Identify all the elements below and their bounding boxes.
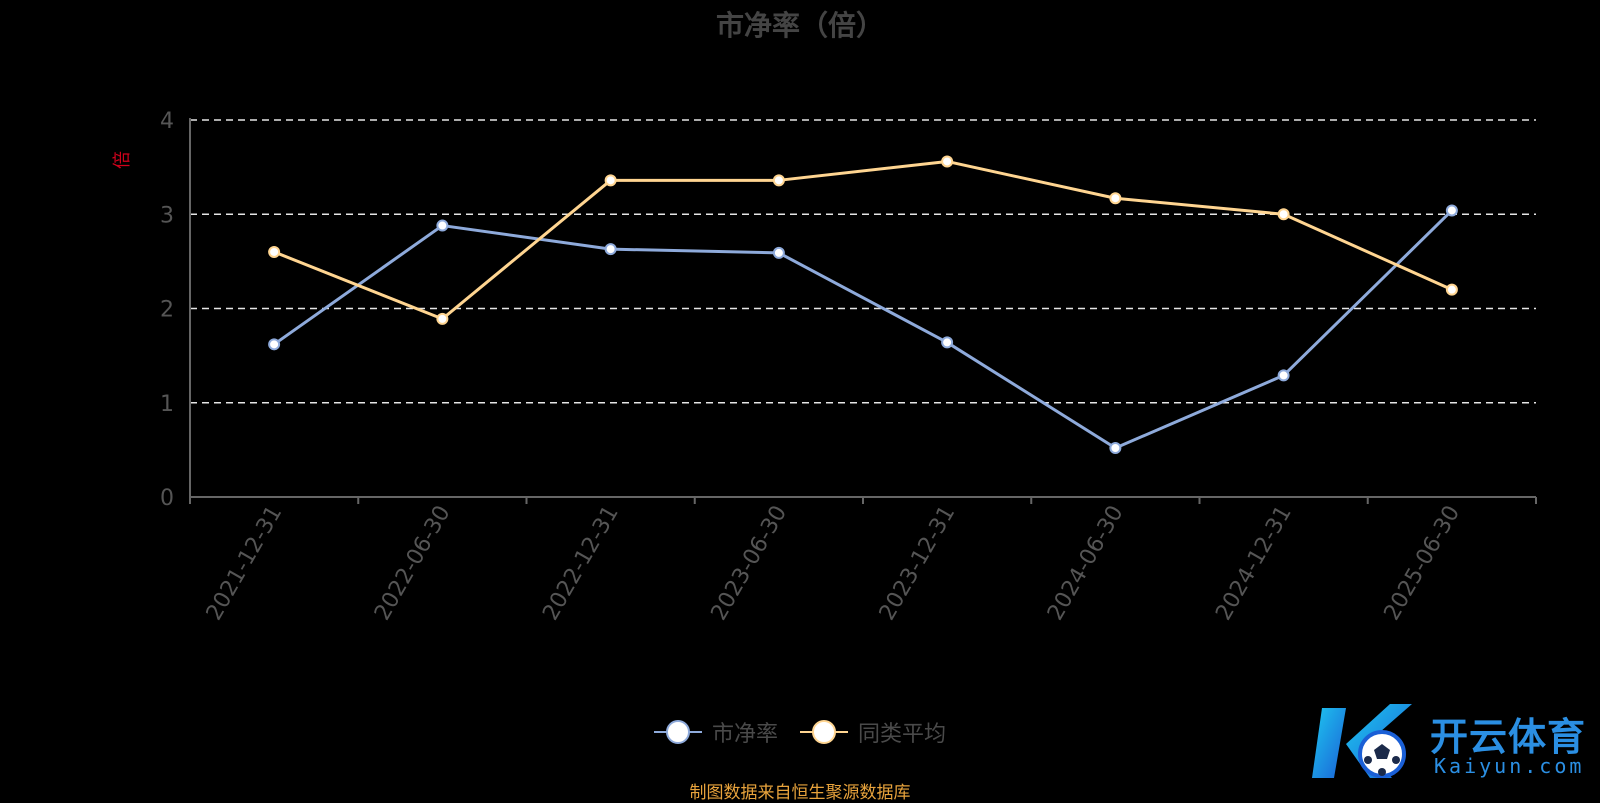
logo-text: 开云体育 xyxy=(1430,715,1587,759)
data-point[interactable] xyxy=(941,155,954,168)
y-tick-label: 2 xyxy=(160,298,174,323)
data-point[interactable] xyxy=(268,338,281,351)
data-point[interactable] xyxy=(941,336,954,349)
y-tick-labels: 0 1 2 3 4 xyxy=(160,109,174,511)
legend-label-peer-average: 同类平均 xyxy=(858,722,947,747)
data-point[interactable] xyxy=(772,246,785,259)
x-tick-label: 2021-12-31 xyxy=(202,502,288,625)
series-group xyxy=(268,155,1458,454)
x-tick-label: 2022-12-31 xyxy=(538,502,624,625)
x-tick-label: 2024-12-31 xyxy=(1211,502,1297,625)
data-point[interactable] xyxy=(1445,283,1458,296)
data-source-note: 制图数据来自恒生聚源数据库 xyxy=(689,783,911,803)
legend: 市净率 同类平均 xyxy=(0,716,1600,748)
legend-item-peer-average[interactable]: 同类平均 xyxy=(800,716,946,748)
legend-label-pb: 市净率 xyxy=(711,722,778,747)
series-line-1 xyxy=(273,159,1453,321)
x-tick-label: 2023-06-30 xyxy=(706,502,792,625)
series-line-0 xyxy=(273,209,1453,450)
x-tick-label: 2023-12-31 xyxy=(875,502,961,625)
y-tick-label: 4 xyxy=(160,109,174,134)
data-point[interactable] xyxy=(1109,441,1122,454)
kaiyun-logo: 开云体育 Kaiyun.com xyxy=(1312,698,1592,788)
logo-mark-icon xyxy=(1312,704,1412,778)
x-tick-label: 2022-06-30 xyxy=(370,502,456,625)
data-point[interactable] xyxy=(604,243,617,256)
data-point[interactable] xyxy=(436,219,449,232)
data-point[interactable] xyxy=(772,174,785,187)
axes xyxy=(189,118,1537,504)
grid-lines xyxy=(190,119,1536,404)
y-tick-label: 1 xyxy=(160,392,174,417)
logo-subtext: Kaiyun.com xyxy=(1434,754,1585,778)
data-point[interactable] xyxy=(436,312,449,325)
data-point[interactable] xyxy=(1109,192,1122,205)
data-point[interactable] xyxy=(1277,369,1290,382)
data-point[interactable] xyxy=(268,245,281,258)
legend-item-pb[interactable]: 市净率 xyxy=(653,716,778,748)
x-tick-label: 2024-06-30 xyxy=(1043,502,1129,625)
legend-swatch-peer-average xyxy=(800,720,848,744)
legend-swatch-pb xyxy=(653,720,702,744)
y-tick-label: 0 xyxy=(160,486,174,511)
y-tick-label: 3 xyxy=(160,203,174,228)
data-point[interactable] xyxy=(604,174,617,187)
x-tick-label: 2025-06-30 xyxy=(1379,502,1465,625)
y-axis-label: 倍 xyxy=(112,151,133,169)
data-point[interactable] xyxy=(1277,208,1290,221)
x-tick-labels: 2021-12-31 2022-06-30 2022-12-31 2023-06-30… xyxy=(202,502,1465,625)
chart-title: 市净率（倍） xyxy=(715,9,884,42)
data-point[interactable] xyxy=(1445,204,1458,217)
